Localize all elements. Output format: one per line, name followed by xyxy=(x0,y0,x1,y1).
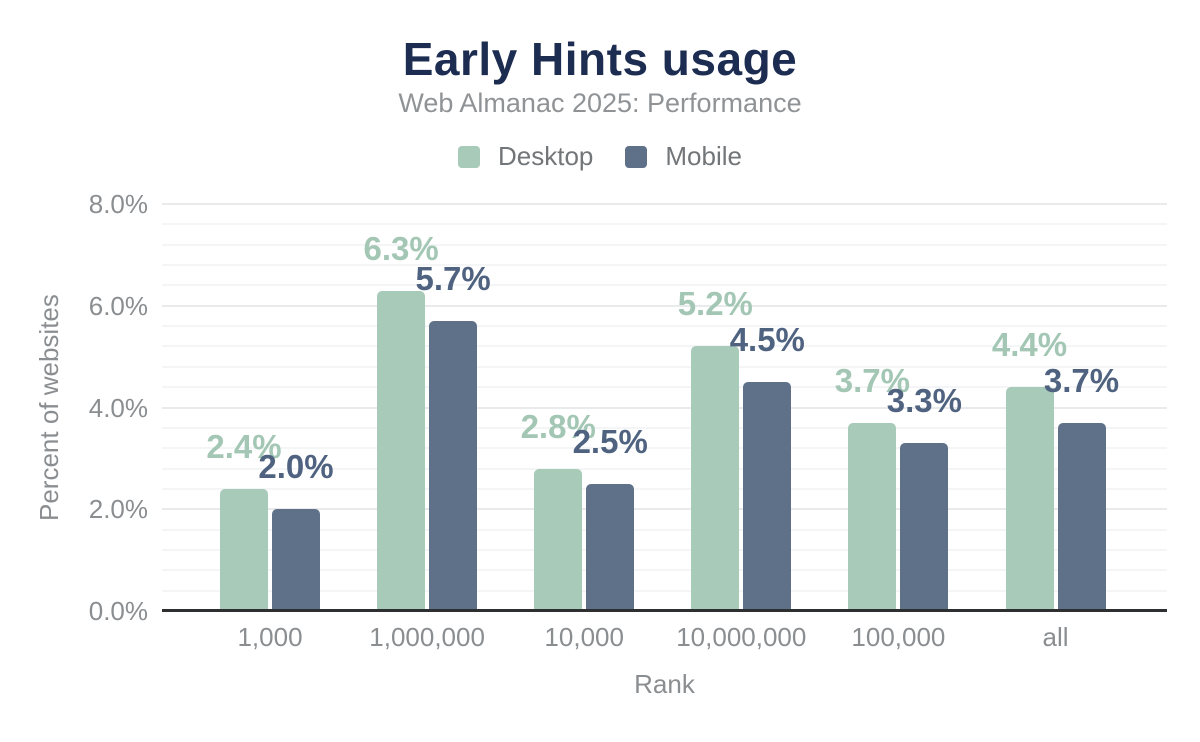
bar-desktop-all[interactable] xyxy=(1005,387,1054,611)
bar-mobile-100000[interactable] xyxy=(900,443,949,611)
gridline xyxy=(162,426,1167,429)
gridline xyxy=(162,386,1167,389)
gridline xyxy=(162,203,1167,205)
x-tick-label-all: all xyxy=(1042,622,1069,652)
legend-item-mobile[interactable]: Mobile xyxy=(625,141,742,172)
x-axis-title: Rank xyxy=(634,669,695,699)
bar-desktop-10000[interactable] xyxy=(534,468,583,611)
y-tick-label: 4.0% xyxy=(88,392,148,423)
bar-value-label-mobile-10000000: 4.5% xyxy=(729,321,805,359)
bar-value-label-desktop-10000000: 5.2% xyxy=(677,285,753,323)
bar-value-label-desktop-1000000: 6.3% xyxy=(363,229,439,267)
legend-label-desktop: Desktop xyxy=(498,141,594,171)
bar-value-label-mobile-all: 3.7% xyxy=(1043,361,1120,399)
chart-subtitle: Web Almanac 2025: Performance xyxy=(398,88,802,118)
bar-mobile-all[interactable] xyxy=(1057,422,1106,611)
y-axis-title: Percent of websites xyxy=(34,294,64,521)
y-tick-label: 8.0% xyxy=(88,189,148,219)
gridline xyxy=(162,325,1167,328)
x-tick-label-1000000: 1,000,000 xyxy=(369,622,485,652)
bar-value-label-mobile-100000: 3.3% xyxy=(886,382,962,420)
gridline xyxy=(162,243,1167,246)
bar-value-label-desktop-all: 4.4% xyxy=(991,326,1068,364)
legend-item-desktop[interactable]: Desktop xyxy=(458,141,593,172)
legend-label-mobile: Mobile xyxy=(665,141,742,171)
y-tick-label: 0.0% xyxy=(88,596,148,626)
bar-value-label-desktop-1000: 2.4% xyxy=(206,427,282,465)
plot-area: 0.0% 2.0% 4.0% 6.0% 8.0% 2.4% 2.0% 1,000 6.3% 5.7… xyxy=(89,191,1167,651)
gridline xyxy=(162,528,1167,531)
x-tick-label-10000000: 10,000,000 xyxy=(676,622,807,652)
bar-mobile-10000[interactable] xyxy=(586,483,635,611)
bar-desktop-100000[interactable] xyxy=(848,422,897,611)
gridline xyxy=(162,589,1167,592)
gridline xyxy=(162,487,1167,490)
x-tick-label-10000: 10,000 xyxy=(544,622,624,652)
gridline xyxy=(162,345,1167,348)
gridline xyxy=(162,284,1167,287)
gridline xyxy=(162,447,1167,450)
gridline xyxy=(162,508,1167,511)
y-tick-label: 6.0% xyxy=(88,290,148,321)
bar-desktop-10000000[interactable] xyxy=(691,346,740,611)
x-axis-line xyxy=(162,609,1167,612)
legend: Desktop Mobile xyxy=(0,141,1200,172)
bar-mobile-1000000[interactable] xyxy=(429,321,478,611)
gridline xyxy=(162,406,1167,409)
x-tick-label-1000: 1,000 xyxy=(237,622,303,652)
bar-mobile-10000000[interactable] xyxy=(743,382,792,611)
bar-value-label-mobile-1000: 2.0% xyxy=(258,448,334,486)
bar-value-label-mobile-10000: 2.5% xyxy=(572,422,648,460)
mobile-swatch-icon xyxy=(625,145,648,168)
bar-value-label-mobile-1000000: 5.7% xyxy=(415,260,491,298)
bar-value-label-desktop-10000: 2.8% xyxy=(520,407,596,445)
gridline xyxy=(162,223,1167,226)
bar-desktop-1000[interactable] xyxy=(220,488,268,611)
bar-mobile-1000[interactable] xyxy=(272,509,320,611)
bar-desktop-1000000[interactable] xyxy=(377,290,426,611)
y-tick-label: 2.0% xyxy=(88,494,148,525)
bar-value-label-desktop-100000: 3.7% xyxy=(834,361,910,399)
gridline xyxy=(162,264,1167,267)
x-tick-label-100000: 100,000 xyxy=(851,622,946,652)
gridline xyxy=(162,304,1167,307)
chart-title: Early Hints usage xyxy=(402,33,798,85)
gridline xyxy=(162,569,1167,572)
gridline xyxy=(162,548,1167,551)
desktop-swatch-icon xyxy=(458,145,480,168)
gridline xyxy=(162,467,1167,470)
gridline xyxy=(162,365,1167,368)
